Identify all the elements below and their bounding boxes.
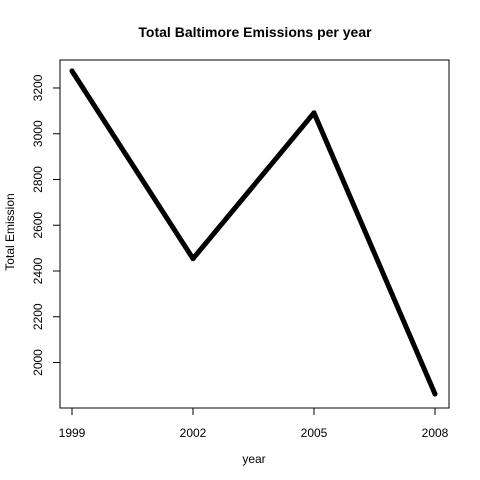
x-tick-label-2: 2005 xyxy=(301,426,328,440)
chart-title: Total Baltimore Emissions per year xyxy=(138,24,372,40)
x-tick-label-0: 1999 xyxy=(59,426,86,440)
y-tick-label-2: 2400 xyxy=(31,257,45,284)
y-axis: 2000 2200 2400 2600 2800 3000 3200 xyxy=(31,74,61,376)
x-tick-label-1: 2002 xyxy=(180,426,207,440)
series-line-0 xyxy=(69,68,438,397)
y-axis-label: Total Emission xyxy=(3,193,17,270)
x-axis-label: year xyxy=(242,452,265,466)
y-tick-label-1: 2200 xyxy=(31,303,45,330)
y-tick-label-3: 2600 xyxy=(31,212,45,239)
data-point-0-3 xyxy=(432,391,438,397)
data-point-0-0 xyxy=(69,68,75,74)
y-tick-label-0: 2000 xyxy=(31,349,45,376)
x-axis: 1999 2002 2005 2008 xyxy=(59,407,449,440)
data-point-0-2 xyxy=(311,110,317,116)
x-tick-label-3: 2008 xyxy=(422,426,449,440)
data-point-0-1 xyxy=(190,256,196,262)
y-tick-label-5: 3000 xyxy=(31,120,45,147)
y-tick-label-6: 3200 xyxy=(31,74,45,101)
series-group xyxy=(69,68,438,397)
y-tick-label-4: 2800 xyxy=(31,166,45,193)
